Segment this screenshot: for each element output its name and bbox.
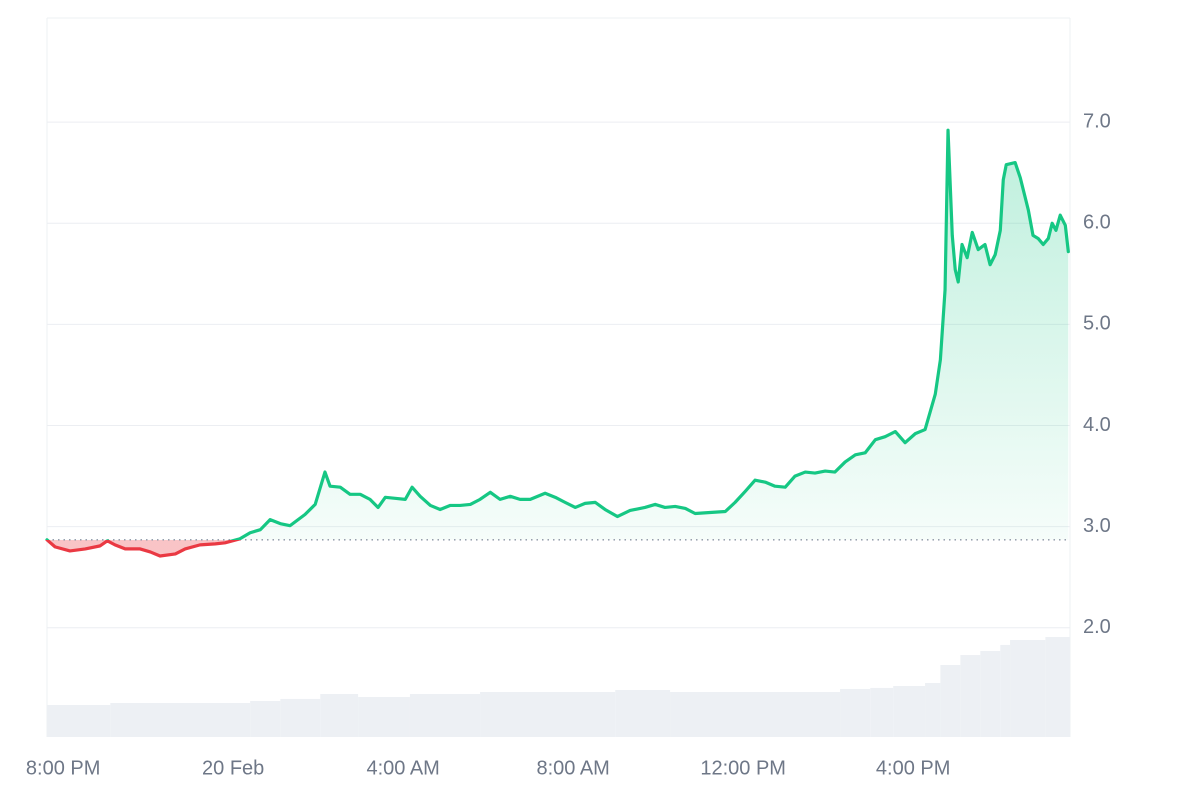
volume-bar xyxy=(409,694,481,737)
volume-bar xyxy=(670,691,841,737)
volume-bar xyxy=(940,665,961,737)
volume-bar xyxy=(960,655,981,737)
volume-bar xyxy=(925,683,941,737)
volume-bar xyxy=(280,698,321,737)
y-tick-label: 6.0 xyxy=(1083,212,1111,234)
volume-bar xyxy=(1045,636,1070,737)
x-tick-label: 8:00 PM xyxy=(26,757,100,779)
y-tick-label: 4.0 xyxy=(1083,414,1111,436)
volume-bar xyxy=(1000,644,1011,737)
volume-bar xyxy=(840,688,871,737)
x-tick-label: 8:00 AM xyxy=(536,757,609,779)
x-tick-label: 4:00 AM xyxy=(366,757,439,779)
x-tick-label: 12:00 PM xyxy=(700,757,786,779)
y-tick-label: 3.0 xyxy=(1083,515,1111,537)
volume-bar xyxy=(480,691,616,737)
price-area xyxy=(47,130,1069,556)
price-line xyxy=(45,128,1070,558)
volume-bar xyxy=(893,686,926,737)
y-tick-label: 2.0 xyxy=(1083,616,1111,638)
volume-bar xyxy=(110,702,251,737)
y-tick-label: 7.0 xyxy=(1083,110,1111,132)
volume-bar xyxy=(1010,640,1046,737)
x-tick-label: 20 Feb xyxy=(202,757,264,779)
volume-bar xyxy=(615,689,671,737)
volume-bar xyxy=(358,697,410,737)
volume-bar xyxy=(980,651,1001,737)
volume-bar xyxy=(47,705,111,737)
volume-bar xyxy=(320,694,359,737)
x-tick-label: 4:00 PM xyxy=(876,757,950,779)
y-tick-label: 5.0 xyxy=(1083,313,1111,335)
volume-bar xyxy=(250,700,281,737)
volume-bar xyxy=(870,687,894,737)
